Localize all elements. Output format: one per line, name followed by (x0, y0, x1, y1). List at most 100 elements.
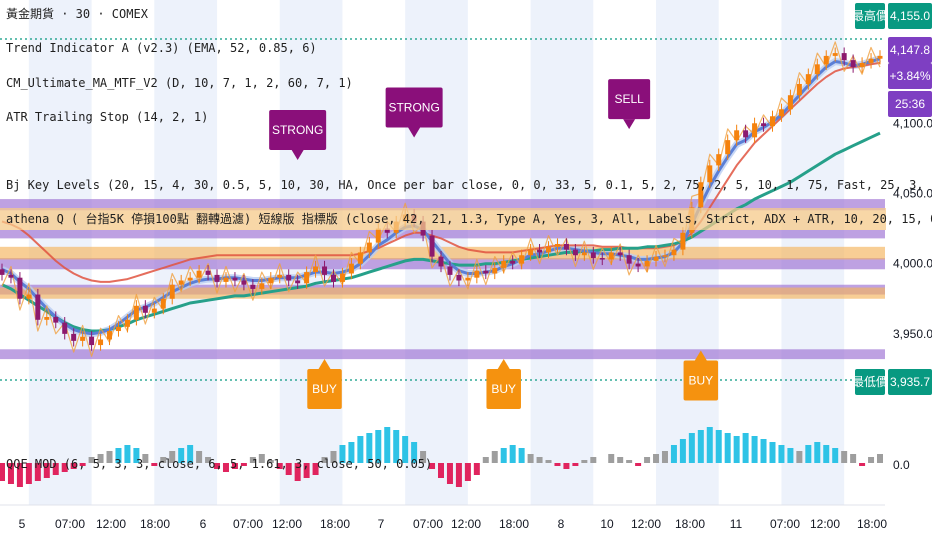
candle-body-36 (322, 266, 328, 275)
candle-body-57 (510, 260, 516, 264)
candle-body-76 (680, 232, 686, 250)
qqe-bar-3 (25, 463, 32, 484)
candle-body-19 (169, 284, 175, 299)
candle-body-83 (743, 130, 749, 138)
indicator-label-athena[interactable]: athena Q ( 台指5K 停損100點 翻轉過濾) 短線版 指標版 (cl… (6, 211, 932, 226)
time-tick-1: 07:00 (55, 517, 85, 531)
price-badge-4: 最低價 3,935.7 (852, 369, 932, 395)
candles (0, 47, 883, 351)
qqe-bar-54 (482, 457, 489, 463)
signal-arrow (318, 358, 331, 369)
indicator-legend: 黃金期貨 · 30 · COMEX Trend Indicator A (v2.… (0, 6, 932, 471)
signal-box (307, 368, 342, 409)
candle-body-14 (124, 319, 130, 327)
candle-body-28 (250, 284, 256, 289)
qqe-bar-74 (661, 451, 668, 463)
badge-value: 25:36 (895, 97, 925, 111)
signal-buy-4: BUY (486, 358, 521, 409)
qqe-bar-61 (545, 460, 552, 463)
candle-body-58 (519, 255, 525, 264)
candle-body-8 (71, 333, 77, 341)
candle-body-50 (447, 266, 453, 275)
candle-body-66 (590, 252, 596, 259)
time-tick-4: 6 (200, 517, 207, 531)
signal-strong-0: STRONG (269, 109, 327, 160)
candle-body-6 (53, 317, 59, 323)
signal-buy-5: BUY (683, 350, 719, 401)
signal-strong-1: STRONG (385, 87, 443, 138)
qqe-bar-34 (303, 463, 310, 478)
candle-body-90 (805, 74, 811, 84)
qqe-bar-26 (231, 463, 238, 469)
qqe-bar-52 (464, 463, 471, 481)
qqe-bar-72 (644, 457, 651, 463)
qqe-bar-48 (429, 463, 436, 469)
qqe-bar-25 (222, 463, 229, 472)
qqe-bar-60 (536, 457, 543, 463)
qqe-bar-21 (187, 445, 194, 463)
qqe-bar-76 (679, 439, 686, 463)
candle-body-25 (223, 277, 229, 282)
badge-value: 3,935.7 (890, 375, 930, 389)
indicator-label-atr[interactable]: ATR Trailing Stop (14, 2, 1) (6, 110, 208, 124)
qqe-bar-53 (473, 463, 480, 475)
qqe-bar-71 (635, 463, 642, 466)
qqe-bar-57 (509, 445, 516, 463)
qqe-bar-2 (16, 463, 23, 487)
badge-box (888, 63, 932, 89)
signal-buy-3: BUY (307, 358, 342, 409)
qqe-bar-5 (43, 463, 50, 478)
qqe-bar-49 (438, 463, 444, 478)
qqe-bar-19 (169, 451, 176, 463)
qqe-bar-13 (115, 448, 122, 463)
chart-title[interactable]: 黃金期貨 · 30 · COMEX (6, 6, 149, 21)
indicator-label-trend[interactable]: Trend Indicator A (v2.3) (EMA, 52, 0.85,… (6, 41, 317, 55)
candle-body-34 (304, 272, 310, 284)
signal-box (385, 87, 443, 128)
osc-axis-zero: 0.0 (893, 458, 910, 472)
qqe-bar-83 (742, 433, 749, 463)
candle-body-12 (107, 331, 113, 340)
candle-body-86 (769, 116, 775, 127)
candle-body-75 (671, 249, 677, 256)
signal-arrow (694, 350, 707, 361)
qqe-bar-23 (205, 457, 212, 463)
candle-body-56 (501, 260, 507, 268)
candle-body-73 (653, 256, 659, 261)
candle-body-92 (823, 55, 829, 65)
key-level-1 (0, 229, 885, 239)
qqe-bar-94 (841, 451, 848, 463)
indicator-label-bj[interactable]: Bj Key Levels (20, 15, 4, 30, 0.5, 5, 10… (6, 178, 932, 192)
time-tick-15: 18:00 (675, 517, 705, 531)
price-tick-1: 4,100.0 (893, 116, 932, 130)
candle-body-70 (626, 255, 632, 264)
time-tick-11: 18:00 (499, 517, 529, 531)
key-level-0 (0, 199, 885, 211)
price-badge-0: 最高價 4,155.0 (852, 3, 932, 29)
candle-body-72 (644, 260, 650, 267)
price-badge-2: +3.84% (888, 63, 932, 89)
candle-body-60 (537, 249, 543, 253)
candle-body-0 (0, 269, 5, 275)
candle-body-95 (850, 60, 856, 68)
badge-box (888, 369, 932, 395)
qqe-bar-15 (133, 448, 140, 463)
candle-body-43 (384, 228, 390, 233)
signal-text: STRONG (388, 100, 439, 114)
candle-body-1 (8, 274, 14, 278)
candle-body-87 (778, 109, 784, 117)
qqe-bar-91 (814, 442, 821, 463)
qqe-bar-56 (500, 448, 507, 463)
candle-body-64 (572, 249, 578, 256)
oscillator-label[interactable]: QQE MOD (6, 5, 3, 3, close, 6, 5, 1.61, … (6, 457, 432, 471)
qqe-bar-39 (348, 442, 355, 463)
candle-body-85 (761, 123, 767, 127)
indicator-label-cm-ma[interactable]: CM_Ultimate_MA_MTF_V2 (D, 10, 7, 1, 2, 6… (6, 76, 353, 90)
candle-body-24 (214, 274, 220, 282)
candle-body-29 (259, 283, 265, 289)
qqe-bar-78 (697, 430, 704, 463)
price-tick-2: 4,050.0 (893, 186, 932, 200)
qqe-bar-79 (706, 427, 713, 463)
candle-body-27 (241, 280, 247, 285)
